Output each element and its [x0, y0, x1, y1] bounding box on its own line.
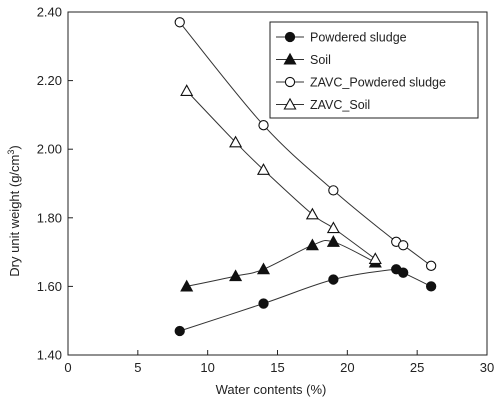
- data-point: [398, 240, 409, 251]
- series-zavc-powdered-sludge: [174, 17, 437, 271]
- x-axis-ticks: 0 5 10 15 20 25 30: [64, 350, 494, 375]
- legend-item: ZAVC_Powdered sludge: [276, 76, 446, 90]
- x-tick-label: 25: [410, 360, 424, 375]
- x-tick-label: 15: [270, 360, 284, 375]
- series-powdered-sludge: [174, 264, 437, 337]
- data-point: [328, 274, 339, 285]
- legend-label: Soil: [310, 53, 331, 67]
- series-zavc-soil: [180, 84, 382, 264]
- legend: Powdered sludge Soil ZAVC_Powdered sludge Z…: [269, 21, 479, 119]
- series-line: [179, 268, 432, 332]
- x-tick-label: 0: [64, 360, 71, 375]
- data-point: [174, 17, 185, 28]
- y-axis-title-main: Dry unit weight (g/cm: [7, 155, 22, 277]
- data-point: [229, 135, 243, 148]
- x-tick-label: 5: [134, 360, 141, 375]
- legend-label: ZAVC_Soil: [310, 98, 370, 112]
- series-line: [186, 239, 376, 287]
- legend-item: Soil: [276, 52, 331, 67]
- data-point: [328, 185, 339, 196]
- data-point: [229, 269, 243, 282]
- x-tick-label: 20: [340, 360, 354, 375]
- series-soil: [180, 235, 382, 292]
- y-tick-label: 1.60: [37, 279, 62, 294]
- data-point: [425, 260, 437, 271]
- data-point: [326, 221, 340, 234]
- data-point: [180, 84, 194, 96]
- data-point: [258, 298, 269, 309]
- legend-box: [269, 21, 479, 119]
- y-tick-label: 2.40: [37, 5, 62, 20]
- legend-marker: [283, 52, 297, 65]
- legend-marker: [283, 97, 297, 110]
- data-point: [256, 163, 271, 175]
- data-point: [305, 238, 319, 251]
- x-tick-label: 10: [200, 360, 214, 375]
- data-point: [180, 279, 194, 292]
- legend-item: ZAVC_Soil: [276, 97, 370, 112]
- data-point: [258, 120, 269, 131]
- data-point: [326, 235, 340, 247]
- data-point: [425, 281, 437, 292]
- data-point: [256, 262, 271, 275]
- series-layer: [174, 17, 437, 337]
- y-axis-title: Dry unit weight (g/cm3): [6, 145, 22, 276]
- data-point: [305, 207, 319, 220]
- y-tick-label: 1.40: [37, 348, 62, 363]
- legend-label: Powdered sludge: [310, 31, 407, 45]
- data-point: [398, 267, 409, 278]
- y-axis-title-close: ): [7, 145, 22, 149]
- y-tick-label: 2.00: [37, 142, 62, 157]
- legend-marker: [284, 31, 296, 43]
- legend-label: ZAVC_Powdered sludge: [310, 76, 446, 90]
- legend-marker: [284, 76, 296, 88]
- data-point: [174, 325, 185, 337]
- x-axis-title: Water contents (%): [216, 382, 327, 397]
- data-point: [368, 252, 382, 264]
- y-axis-ticks: 1.40 1.60 1.80 2.00 2.20 2.40: [37, 5, 73, 363]
- y-tick-label: 2.20: [37, 73, 62, 88]
- x-tick-label: 30: [480, 360, 494, 375]
- legend-item: Powdered sludge: [276, 31, 407, 45]
- y-axis-title-superscript: 3: [6, 150, 16, 155]
- y-tick-label: 1.80: [37, 210, 62, 225]
